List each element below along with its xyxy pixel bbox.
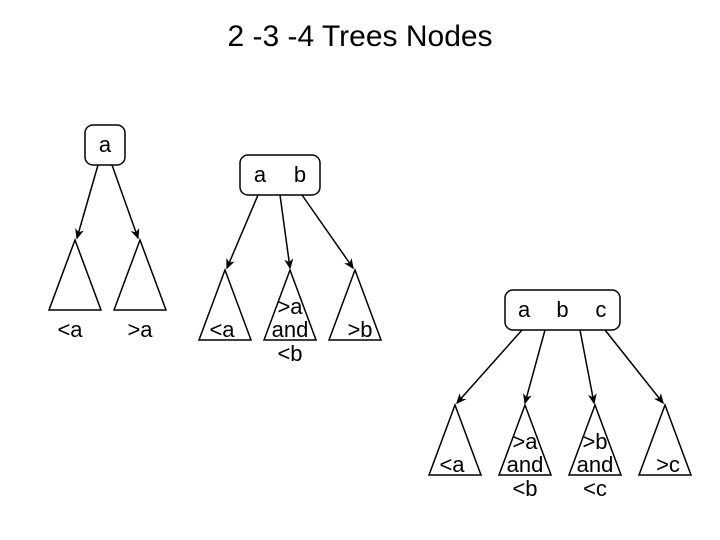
edge-arrow [77,165,98,238]
node-key-label: a [85,132,125,158]
node-key-label: b [280,162,320,188]
subtree-label: >b [320,318,400,341]
edge-arrow [457,330,522,403]
edge-arrow [280,195,290,268]
edge-arrow [525,330,545,403]
node-key-label: b [543,297,583,323]
subtree-triangle [114,240,166,310]
edge-arrow [227,195,258,268]
node-key-label: a [240,162,280,188]
subtree-label: >aand<b [485,430,565,499]
subtree-label: <a [30,318,110,341]
edge-arrow [112,165,138,238]
subtree-label: >aand<b [250,295,330,364]
subtree-label: >band<c [555,430,635,499]
diagram-stage: 2 -3 -4 Trees Nodes aababc<a>a<a>aand<b>… [0,0,720,540]
edge-arrow [302,195,353,268]
subtree-triangle [49,240,101,310]
edge-arrow [580,330,594,403]
edge-arrow [605,330,663,403]
subtree-label: <a [412,453,492,476]
node-key-label: c [581,297,621,323]
subtree-label: >a [100,318,180,341]
node-key-label: a [504,297,544,323]
subtree-label: >c [628,453,708,476]
